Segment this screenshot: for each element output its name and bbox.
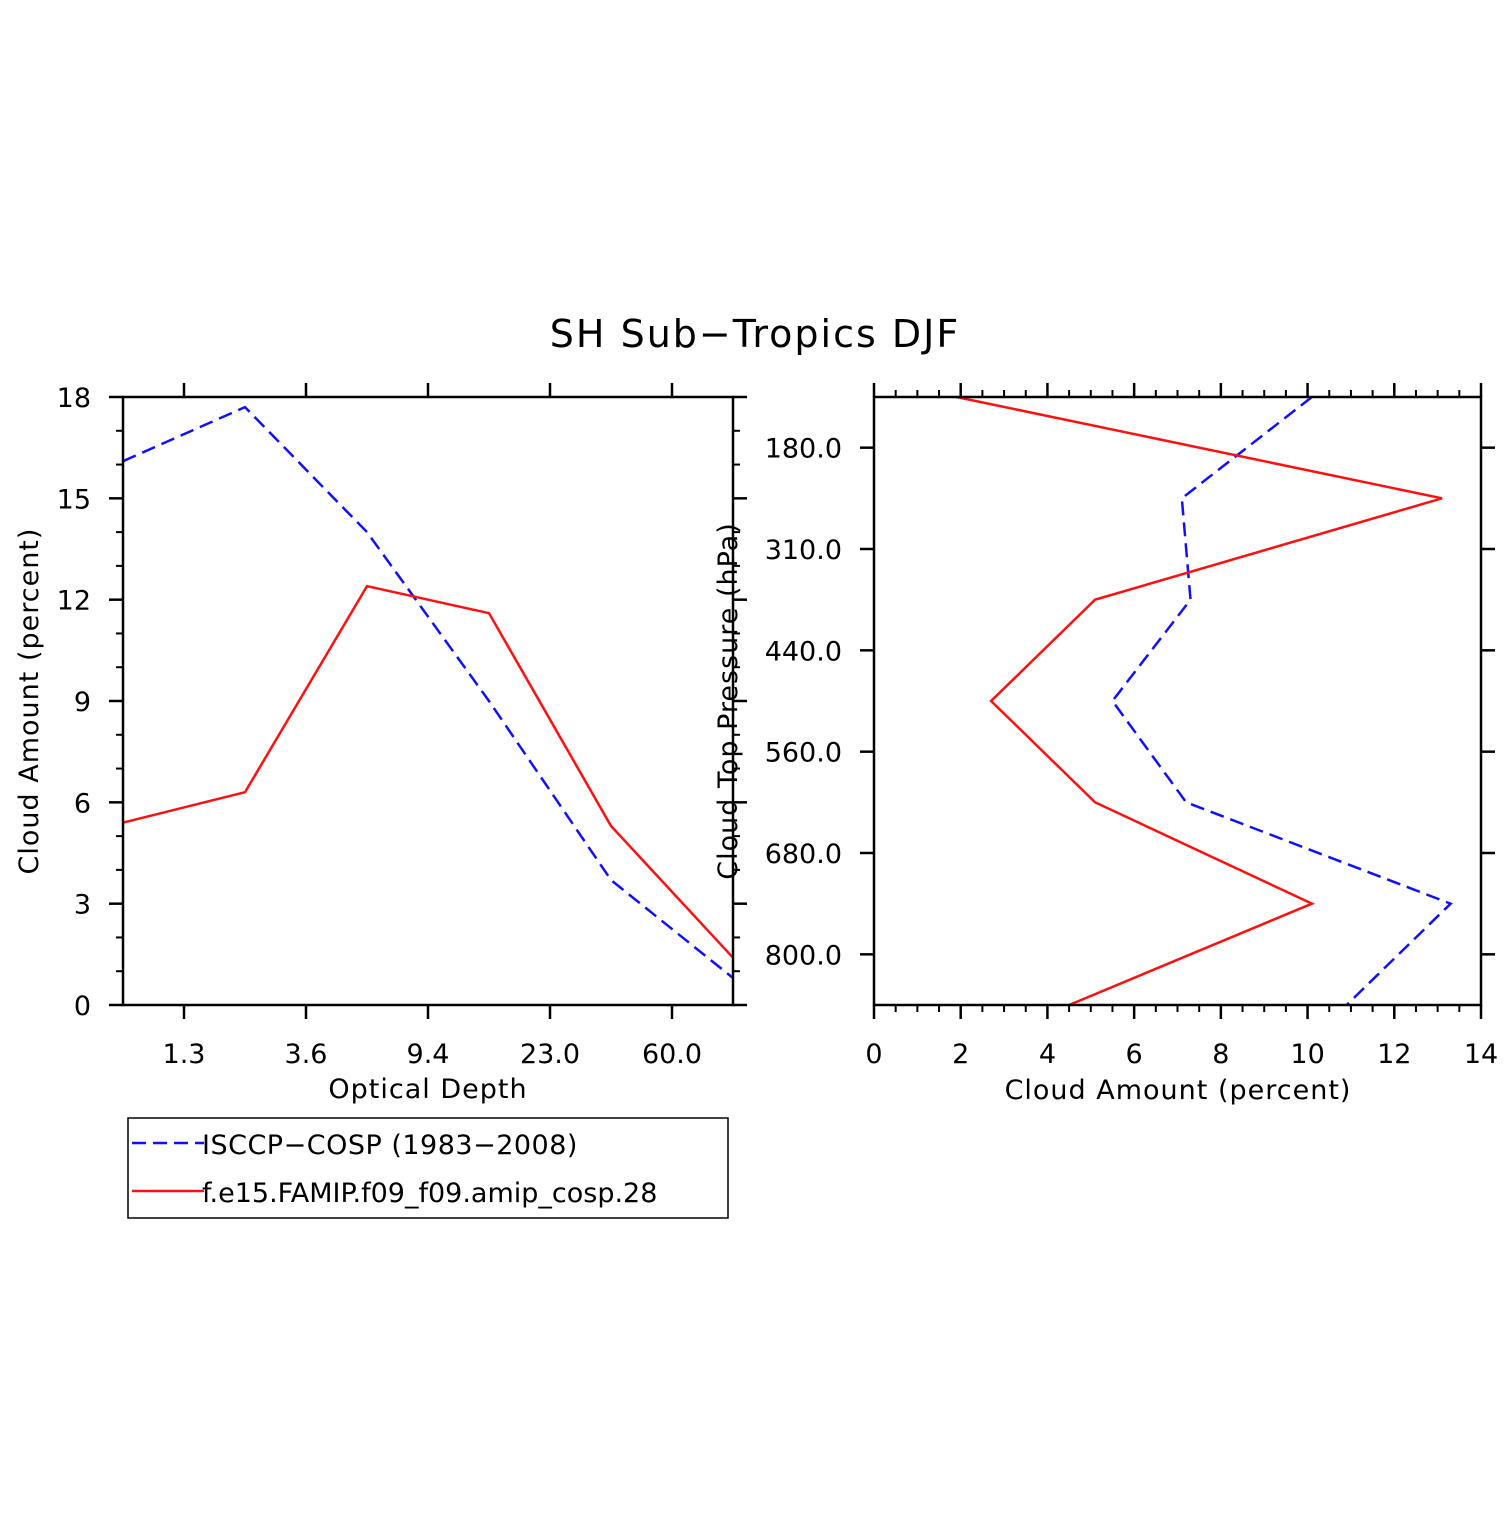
left-ytick-label: 18 [57, 383, 91, 414]
left-series-line-model [123, 586, 733, 958]
left-x-axis-label: Optical Depth [328, 1074, 527, 1105]
right-ytick-label: 180.0 [765, 434, 842, 465]
left-xtick-label: 3.6 [285, 1039, 328, 1070]
right-series-line-isccp [1112, 397, 1450, 1005]
left-xtick-label: 23.0 [520, 1039, 580, 1070]
right-series-line-model [956, 397, 1442, 1005]
left-ytick-label: 12 [57, 586, 91, 617]
left-xtick-label: 9.4 [407, 1039, 450, 1070]
left-ytick-label: 3 [74, 890, 91, 921]
right-xtick-label: 6 [1126, 1039, 1143, 1070]
right-xtick-label: 10 [1290, 1039, 1324, 1070]
right-xtick-label: 2 [952, 1039, 969, 1070]
optical-depth-panel: 0 3 6 9 12 15 18 1.3 3.6 9.4 23.0 60.0 Optical Dept… [14, 383, 747, 1105]
legend-label-model: f.e15.FAMIP.f09_f09.amip_cosp.28 [202, 1178, 657, 1209]
left-y-axis-label: Cloud Amount (percent) [14, 528, 45, 875]
left-ytick-label: 6 [74, 788, 91, 819]
right-xtick-label: 8 [1212, 1039, 1229, 1070]
left-ytick-label: 0 [74, 991, 91, 1022]
legend-label-isccp: ISCCP−COSP (1983−2008) [202, 1130, 578, 1161]
right-xtick-label: 0 [865, 1039, 882, 1070]
left-ytick-label: 9 [74, 687, 91, 718]
left-xtick-label: 60.0 [642, 1039, 702, 1070]
cloud-top-pressure-panel: 0 2 4 6 8 10 12 14 180.0 310.0 440.0 560.0 680.0 800.… [713, 383, 1498, 1106]
left-xtick-label: 1.3 [163, 1039, 206, 1070]
right-x-axis-label: Cloud Amount (percent) [1005, 1075, 1352, 1106]
right-xtick-label: 14 [1464, 1039, 1498, 1070]
right-xtick-label: 12 [1377, 1039, 1411, 1070]
right-y-axis-label: Cloud Top Pressure (hPa) [713, 522, 744, 880]
right-ytick-label: 310.0 [765, 535, 842, 566]
right-ytick-label: 800.0 [765, 940, 842, 971]
right-ytick-label: 440.0 [765, 636, 842, 667]
chart-title: SH Sub−Tropics DJF [550, 312, 960, 356]
left-series-line-isccp [123, 407, 733, 978]
left-ytick-label: 15 [57, 484, 91, 515]
legend: ISCCP−COSP (1983−2008) f.e15.FAMIP.f09_f… [128, 1118, 728, 1218]
right-xtick-label: 4 [1039, 1039, 1056, 1070]
left-plot-frame [123, 397, 733, 1005]
right-ytick-label: 680.0 [765, 839, 842, 870]
right-ytick-label: 560.0 [765, 738, 842, 769]
